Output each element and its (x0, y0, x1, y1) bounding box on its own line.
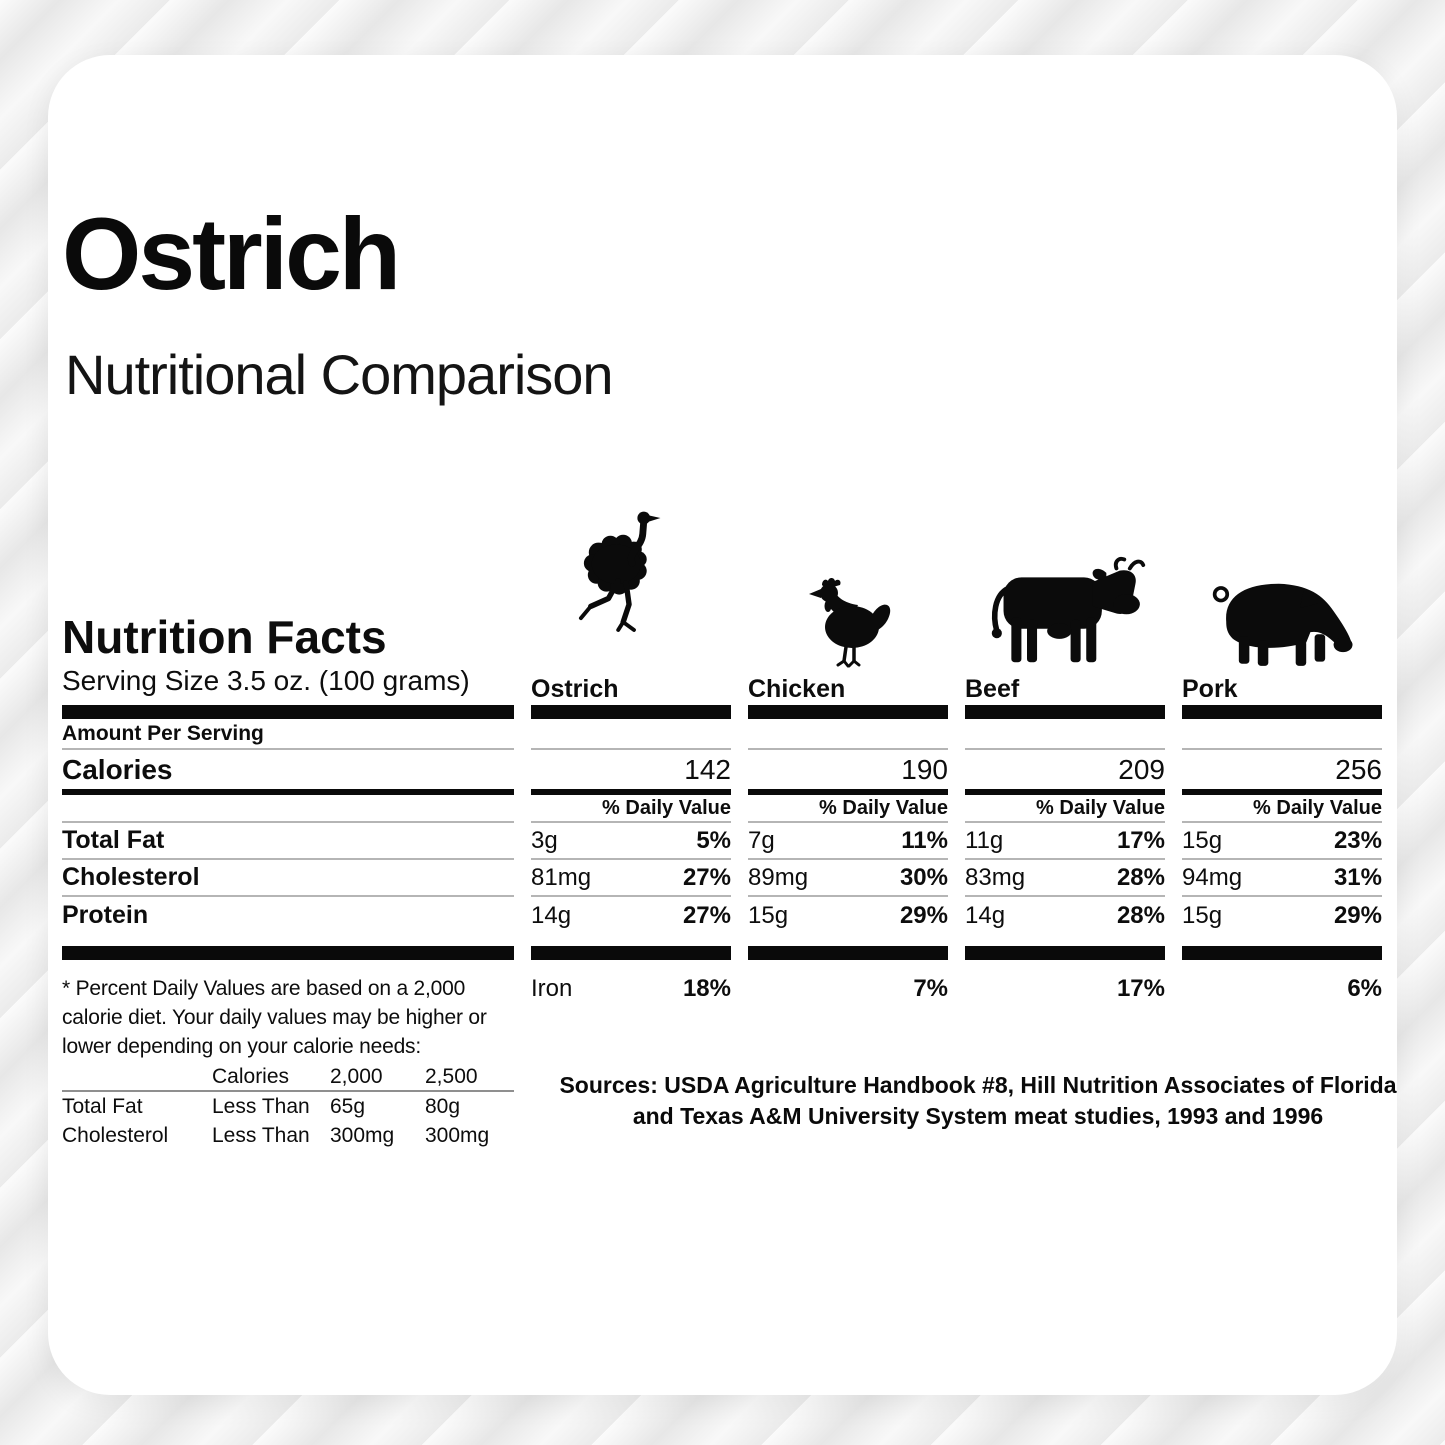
column-chicken: Chicken 190 % Daily Value 7g 11% 89mg 30… (748, 480, 948, 1150)
table-row: Cholesterol Less Than 300mg 300mg (62, 1123, 490, 1147)
sources-text: Sources: USDA Agriculture Handbook #8, H… (559, 1072, 1397, 1129)
divider-bar (965, 789, 1165, 795)
calories-value: 209 (1118, 754, 1165, 785)
column-ostrich: Ostrich 142 % Daily Value 3g 5% 81mg 27%… (531, 480, 731, 1150)
daily-value-header: % Daily Value (531, 795, 731, 823)
column-title-beef: Beef (965, 675, 1020, 703)
divider-bar (531, 705, 731, 719)
cholesterol-row: 89mg 30% (748, 860, 948, 897)
divider-bar (748, 789, 948, 795)
cholesterol-row: 81mg 27% (531, 860, 731, 897)
iron-row: Iron 18% (531, 975, 731, 1002)
ostrich-icon (578, 511, 661, 632)
nutrition-facts-title: Nutrition Facts (62, 610, 387, 663)
ref-header-2500: 2,500 (425, 1064, 478, 1088)
calories-value: 256 (1335, 754, 1382, 785)
page-subtitle: Nutritional Comparison (65, 343, 614, 406)
spacer (62, 934, 514, 946)
calories-label: Calories (62, 754, 173, 785)
column-beef: Beef 209 % Daily Value 11g 17% 83mg 28% … (965, 480, 1165, 1150)
column-title-ostrich: Ostrich (531, 675, 619, 703)
protein-row: 14g 27% (531, 901, 731, 929)
divider-bar (62, 705, 514, 719)
protein-label: Protein (62, 901, 149, 929)
page-title: Ostrich (62, 197, 401, 311)
calories-value: 190 (901, 754, 948, 785)
protein-row: 14g 28% (965, 901, 1165, 929)
total-fat-label: Total Fat (62, 823, 514, 860)
serving-size-text: Serving Size 3.5 oz. (100 grams) (62, 665, 470, 696)
table-row: Total Fat Less Than 65g 80g (62, 1094, 461, 1118)
divider-bar (965, 946, 1165, 960)
daily-value-header: % Daily Value (748, 795, 948, 823)
calories-value: 142 (684, 754, 731, 785)
divider-bar (62, 789, 514, 795)
divider-bar (965, 705, 1165, 719)
label-column-header: Nutrition Facts Serving Size 3.5 oz. (10… (62, 480, 514, 705)
column-title-chicken: Chicken (748, 675, 846, 703)
iron-label: Iron (531, 975, 573, 1002)
iron-row: 7% (913, 975, 948, 1002)
cholesterol-row: 83mg 28% (965, 860, 1165, 897)
total-fat-row: 3g 5% (531, 823, 731, 860)
total-fat-row: 15g 23% (1182, 823, 1382, 860)
infographic-card: Ostrich Nutritional Comparison Nutrition… (48, 55, 1397, 1395)
daily-value-header: % Daily Value (1182, 795, 1382, 823)
ref-header-calories: Calories (212, 1064, 290, 1088)
daily-values-reference-table: Calories 2,000 2,500 Total Fat Less Than… (62, 1063, 514, 1150)
divider-bar (1182, 705, 1382, 719)
daily-value-spacer-row (62, 795, 514, 823)
divider-bar (1182, 946, 1382, 960)
iron-row: 6% (1347, 975, 1382, 1002)
total-fat-row: 11g 17% (965, 823, 1165, 860)
cow-icon (991, 556, 1146, 663)
iron-row: 17% (1116, 975, 1165, 1002)
divider-bar (1182, 789, 1382, 795)
divider-bar (748, 946, 948, 960)
nutrition-comparison-table: Nutrition Facts Serving Size 3.5 oz. (10… (62, 480, 1382, 1150)
ref-header-2000: 2,000 (330, 1064, 383, 1088)
daily-value-header: % Daily Value (965, 795, 1165, 823)
protein-row: 15g 29% (748, 901, 948, 929)
column-title-pork: Pork (1182, 675, 1238, 703)
cholesterol-row: 94mg 31% (1182, 860, 1382, 897)
divider-bar (531, 946, 731, 960)
divider-bar (62, 946, 514, 960)
protein-row: 15g 29% (1182, 901, 1382, 929)
cholesterol-label: Cholesterol (62, 860, 514, 897)
amount-per-serving-label: Amount Per Serving (62, 719, 514, 750)
divider-bar (531, 789, 731, 795)
footnote-text: * Percent Daily Values are based on a 2,… (62, 977, 487, 1058)
pig-icon (1212, 583, 1353, 666)
table-row: Calories 2,000 2,500 (62, 1063, 514, 1092)
column-pork: Pork 256 % Daily Value 15g 23% 94mg 31% … (1182, 480, 1382, 1150)
total-fat-row: 7g 11% (748, 823, 948, 860)
chicken-icon (809, 578, 891, 668)
nutrition-facts-label-column: Nutrition Facts Serving Size 3.5 oz. (10… (62, 480, 514, 1150)
daily-values-footnote: * Percent Daily Values are based on a 2,… (62, 974, 514, 1150)
divider-bar (748, 705, 948, 719)
